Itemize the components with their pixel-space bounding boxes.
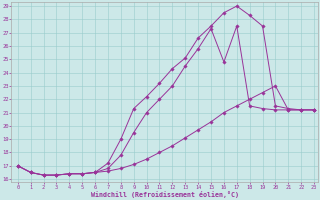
X-axis label: Windchill (Refroidissement éolien,°C): Windchill (Refroidissement éolien,°C) [91,191,239,198]
